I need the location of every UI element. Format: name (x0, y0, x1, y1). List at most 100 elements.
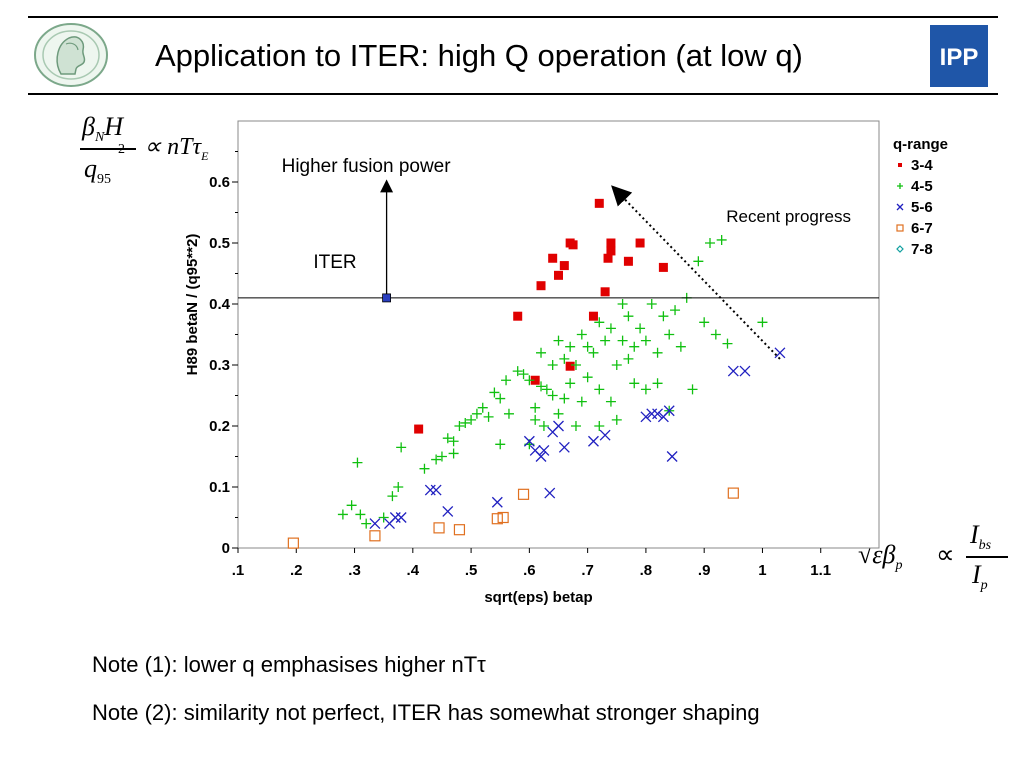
data-point-4-5 (629, 378, 640, 389)
data-point-4-5 (431, 454, 442, 465)
data-point-4-5 (393, 482, 404, 492)
data-point-4-5 (594, 317, 605, 328)
data-point-5-6 (599, 429, 611, 441)
data-point-6-7 (453, 524, 466, 536)
legend-marker-3-4 (898, 163, 902, 167)
data-point-4-5 (757, 317, 768, 328)
data-point-4-5 (489, 387, 500, 398)
data-point-4-5 (617, 335, 628, 346)
x-tick-label: .9 (698, 562, 711, 579)
y-tick-label: 0.3 (209, 357, 230, 374)
x-tick-label: .3 (348, 562, 361, 579)
data-point-4-5 (623, 311, 634, 322)
data-point-4-5 (466, 414, 477, 425)
legend-title: q-range (893, 136, 948, 153)
data-point-4-5 (559, 393, 570, 404)
data-point-3-4 (588, 311, 598, 321)
data-point-4-5 (501, 375, 512, 386)
data-point-4-5 (387, 491, 398, 502)
data-point-4-5 (582, 372, 593, 383)
data-point-4-5 (617, 299, 628, 309)
data-point-4-5 (483, 411, 494, 422)
header-bottom-rule (28, 93, 998, 95)
data-point-5-6 (535, 451, 547, 462)
data-point-5-6 (588, 435, 599, 447)
data-point-5-6 (663, 405, 675, 417)
data-point-6-7 (727, 487, 739, 499)
data-point-3-4 (594, 198, 604, 208)
data-point-4-5 (460, 417, 471, 428)
data-point-4-5 (658, 311, 669, 322)
data-point-4-5 (635, 323, 646, 334)
data-point-4-5 (337, 509, 348, 520)
data-point-5-6 (395, 512, 407, 523)
data-point-4-5 (594, 384, 605, 395)
data-point-5-6 (774, 347, 786, 359)
data-point-4-5 (629, 341, 640, 352)
data-point-4-5 (611, 414, 622, 425)
eq-r-num-sub: bs (978, 538, 992, 554)
data-point-4-5 (565, 341, 576, 352)
data-point-4-5 (652, 378, 663, 389)
data-point-5-6 (666, 451, 678, 462)
data-point-5-6 (739, 365, 751, 377)
data-point-3-4 (554, 270, 563, 280)
eq-q-sub: 95 (97, 172, 111, 188)
recent-progress-label: Recent progress (726, 207, 851, 226)
data-point-4-5 (652, 347, 663, 358)
data-point-4-5 (559, 353, 570, 364)
x-axis-label: sqrt(eps) betap (484, 589, 592, 606)
data-point-6-7 (433, 522, 445, 534)
data-point-5-6 (538, 444, 550, 456)
data-point-3-4 (606, 246, 616, 256)
eq-r-num: I (970, 520, 979, 549)
eq-r-den-sub: p (980, 578, 988, 594)
data-point-4-5 (675, 341, 686, 352)
data-point-3-4 (565, 361, 575, 371)
data-point-5-6 (558, 441, 570, 453)
header-top-rule (28, 16, 998, 18)
higher-fusion-label: Higher fusion power (282, 156, 452, 177)
data-point-4-5 (536, 347, 547, 358)
plot-area (237, 120, 880, 549)
data-point-4-5 (576, 396, 587, 407)
data-point-4-5 (536, 381, 547, 392)
eq-r-prop: ∝ (936, 540, 955, 569)
data-point-5-6 (652, 408, 664, 420)
data-point-4-5 (664, 329, 675, 340)
data-point-3-4 (536, 281, 546, 291)
data-point-4-5 (524, 375, 535, 386)
eq-r-den: I (972, 560, 981, 589)
data-point-4-5 (448, 436, 459, 447)
data-point-4-5 (448, 448, 459, 459)
data-point-4-5 (646, 299, 657, 309)
data-point-4-5 (477, 402, 488, 413)
ipp-logo: IPP (930, 25, 988, 92)
data-point-3-4 (414, 424, 424, 434)
data-point-4-5 (570, 360, 581, 370)
data-point-4-5 (495, 393, 506, 404)
data-point-4-5 (553, 408, 564, 419)
data-point-4-5 (346, 500, 357, 511)
data-point-5-6 (640, 411, 652, 423)
iter-label: ITER (313, 252, 356, 273)
data-point-4-5 (547, 390, 558, 401)
legend-label: 4-5 (911, 178, 933, 195)
legend-marker-6-7 (896, 224, 904, 232)
data-point-3-4 (603, 253, 613, 263)
data-point-5-6 (727, 365, 739, 377)
eq-beta-sub: N (94, 130, 105, 146)
data-point-4-5 (436, 451, 447, 462)
data-point-4-5 (611, 360, 622, 370)
data-point-3-4 (635, 238, 645, 248)
x-tick-label: .6 (523, 562, 536, 579)
data-point-4-5 (396, 442, 407, 453)
data-point-5-6 (430, 484, 442, 496)
data-point-5-6 (442, 505, 454, 517)
data-point-4-5 (352, 457, 363, 468)
data-point-6-7 (369, 530, 381, 542)
note-1: Note (1): lower q emphasises higher nTτ (92, 652, 486, 677)
eq-h: H (104, 112, 124, 141)
data-point-4-5 (355, 509, 366, 520)
